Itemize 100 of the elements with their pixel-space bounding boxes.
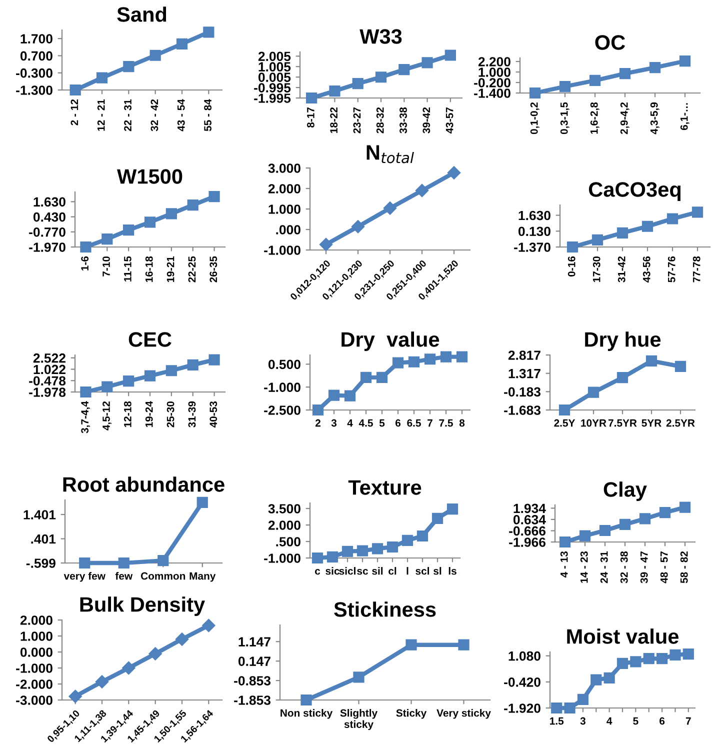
x-tick-label: 55 - 84 <box>204 99 212 132</box>
point <box>616 227 628 238</box>
y-tick-label: 2.000 <box>268 520 300 530</box>
x-tick-label: 0-16 <box>568 256 576 276</box>
x-tick-label: 40-53 <box>210 401 218 428</box>
point <box>619 518 631 530</box>
x-tick-label: Slightly sticky <box>340 709 378 730</box>
x-tick-label: 6 <box>395 419 401 427</box>
point <box>344 390 356 402</box>
point <box>68 690 82 703</box>
point <box>590 674 602 686</box>
y-tick-label: 1.700 <box>20 34 52 44</box>
point <box>148 647 162 660</box>
point <box>176 38 188 50</box>
x-tick-label: 43-56 <box>642 256 650 283</box>
y-tick-label: -1.970 <box>29 242 66 252</box>
y-tick-label: .401 <box>31 534 56 544</box>
point <box>144 216 156 228</box>
y-tick-label: 0.700 <box>20 51 52 61</box>
y-tick-label: -1.000 <box>264 246 300 255</box>
x-tick-label: Very sticky <box>436 709 491 719</box>
y-tick-label: -0.853 <box>234 676 270 686</box>
point <box>328 390 340 401</box>
point <box>202 618 216 632</box>
point <box>424 354 436 365</box>
x-tick-label: 33-38 <box>400 107 407 134</box>
point <box>589 74 601 86</box>
chart-title: W1500 <box>117 169 182 184</box>
y-tick-label: 1.630 <box>518 210 550 220</box>
y-tick-label: 2.200 <box>478 57 510 66</box>
x-tick-label: ls <box>448 567 456 575</box>
x-tick-label: 48 - 57 <box>660 551 668 584</box>
point <box>386 541 398 553</box>
y-tick-label: -1.966 <box>509 538 546 547</box>
point <box>619 68 631 80</box>
y-tick-label: -3.000 <box>16 696 52 705</box>
point <box>123 376 134 387</box>
y-tick-label: -1.400 <box>474 88 510 98</box>
point <box>656 653 668 664</box>
point <box>166 208 177 220</box>
y-tick-label: -1.000 <box>264 382 300 392</box>
x-tick-label: 4 - 13 <box>560 551 568 578</box>
y-tick-label: -0.300 <box>16 68 52 78</box>
chart-title: Clay <box>604 482 647 501</box>
point <box>372 543 384 554</box>
y-tick-label: .000 <box>276 225 300 234</box>
y-tick-label: 2.522 <box>33 353 66 363</box>
x-tick-label: 58 - 82 <box>680 551 688 584</box>
x-tick-label: 3 <box>331 419 337 427</box>
x-tick-label: sc <box>357 568 368 575</box>
point <box>566 241 578 253</box>
y-tick-label: 0.500 <box>268 360 300 370</box>
x-tick-label: sicl <box>339 567 356 575</box>
x-tick-label: 24 - 31 <box>600 551 608 584</box>
x-tick-label: 19-24 <box>145 401 153 428</box>
point <box>326 551 338 562</box>
x-tick-label: 2,9-4,2 <box>620 102 630 134</box>
y-tick-label: 2.005 <box>258 52 291 62</box>
y-tick-label: -0.200 <box>474 78 510 88</box>
point <box>96 72 108 84</box>
point <box>559 536 571 548</box>
x-tick-label: 1,6-2,8 <box>590 102 600 134</box>
x-tick-label: Many <box>190 572 216 582</box>
point <box>208 190 220 202</box>
x-tick-label: c <box>315 568 320 575</box>
point <box>616 658 628 670</box>
y-tick-label: 0.147 <box>238 656 270 666</box>
point <box>79 557 90 569</box>
x-tick-label: 12-18 <box>124 401 132 428</box>
point <box>312 552 324 564</box>
x-tick-label: 43 - 54 <box>177 99 185 132</box>
y-tick-label: 1.401 <box>24 510 56 520</box>
x-tick-label: 8 <box>459 419 465 427</box>
x-tick-label: 16-18 <box>145 256 153 282</box>
point <box>432 512 444 524</box>
point <box>375 72 387 83</box>
x-tick-label: 0,1-0,2 <box>530 102 540 134</box>
y-tick-label: -1.000 <box>264 554 300 563</box>
x-tick-label: 5 <box>633 717 638 725</box>
x-tick-label: 2 <box>315 419 320 427</box>
y-tick-label: -1.853 <box>234 696 270 705</box>
point <box>342 546 354 557</box>
x-tick-label: 32 - 38 <box>620 551 628 584</box>
point <box>446 503 458 515</box>
point <box>351 220 365 234</box>
x-tick-label: 32 - 42 <box>150 99 158 132</box>
x-tick-label: 1.5 <box>550 717 564 725</box>
point <box>456 351 468 362</box>
chart-title: Dry hue <box>585 332 661 351</box>
point <box>444 50 456 61</box>
point <box>579 530 591 542</box>
point <box>80 386 92 398</box>
y-tick-label: 1.022 <box>34 364 66 374</box>
x-tick-label: 0,3-1,5 <box>560 102 570 134</box>
x-tick-label: 7 <box>686 717 691 725</box>
x-tick-label: 7.5YR <box>608 419 637 427</box>
point <box>118 557 130 569</box>
y-tick-label: 1.147 <box>238 637 270 646</box>
x-tick-label: 5YR <box>642 419 662 427</box>
point <box>577 694 589 706</box>
